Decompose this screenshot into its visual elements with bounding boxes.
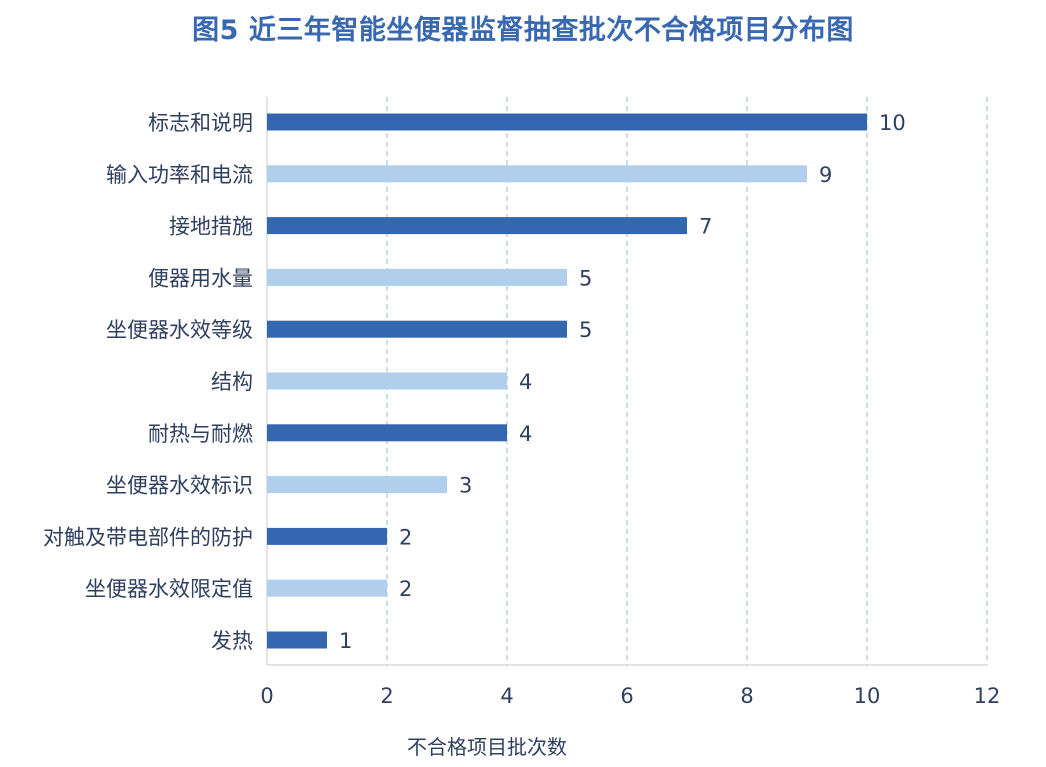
- x-tick-label: 2: [380, 684, 393, 708]
- bar: [267, 527, 387, 545]
- category-label: 发热: [211, 629, 253, 653]
- category-label: 耐热与耐燃: [148, 422, 253, 446]
- data-labels: 10 9 7 5 5 4 4 3 2 2 1: [339, 111, 906, 653]
- data-label: 5: [579, 318, 592, 342]
- data-label: 1: [339, 629, 352, 653]
- data-label: 4: [519, 370, 532, 394]
- category-label: 坐便器水效等级: [106, 318, 253, 342]
- chart-title: 图5 近三年智能坐便器监督抽查批次不合格项目分布图: [192, 15, 854, 46]
- category-labels: 标志和说明输入功率和电流接地措施便器用水量坐便器水效等级结构耐热与耐燃坐便器水效…: [43, 111, 253, 653]
- category-label: 对触及带电部件的防护: [43, 525, 253, 549]
- x-tick-label: 6: [620, 684, 633, 708]
- bars: [267, 113, 867, 649]
- bar: [267, 165, 807, 183]
- data-label: 3: [459, 474, 472, 498]
- data-label: 10: [879, 111, 906, 135]
- data-label: 9: [819, 163, 832, 187]
- category-label: 坐便器水效标识: [106, 474, 253, 498]
- category-label: 坐便器水效限定值: [85, 577, 253, 601]
- data-label: 5: [579, 266, 592, 290]
- x-tick-label: 12: [974, 684, 1001, 708]
- data-label: 7: [699, 215, 712, 239]
- bar: [267, 268, 567, 286]
- bar: [267, 113, 867, 131]
- bar: [267, 320, 567, 338]
- bar: [267, 424, 507, 442]
- data-label: 2: [399, 577, 412, 601]
- bar: [267, 217, 687, 235]
- x-tick-label: 0: [260, 684, 273, 708]
- x-axis-title: 不合格项目批次数: [407, 735, 567, 759]
- category-label: 结构: [211, 370, 253, 394]
- bar: [267, 631, 327, 649]
- x-tick-label: 8: [740, 684, 753, 708]
- bar: [267, 476, 447, 494]
- category-label: 便器用水量: [148, 266, 253, 290]
- category-label: 标志和说明: [148, 111, 253, 135]
- x-tick-labels: 0 2 4 6 8 10 12: [260, 684, 1000, 708]
- bar: [267, 372, 507, 390]
- bar: [267, 579, 387, 597]
- category-label: 接地措施: [169, 215, 253, 239]
- x-tick-label: 10: [854, 684, 881, 708]
- data-label: 4: [519, 422, 532, 446]
- data-label: 2: [399, 525, 412, 549]
- category-label: 输入功率和电流: [106, 163, 253, 187]
- x-tick-label: 4: [500, 684, 513, 708]
